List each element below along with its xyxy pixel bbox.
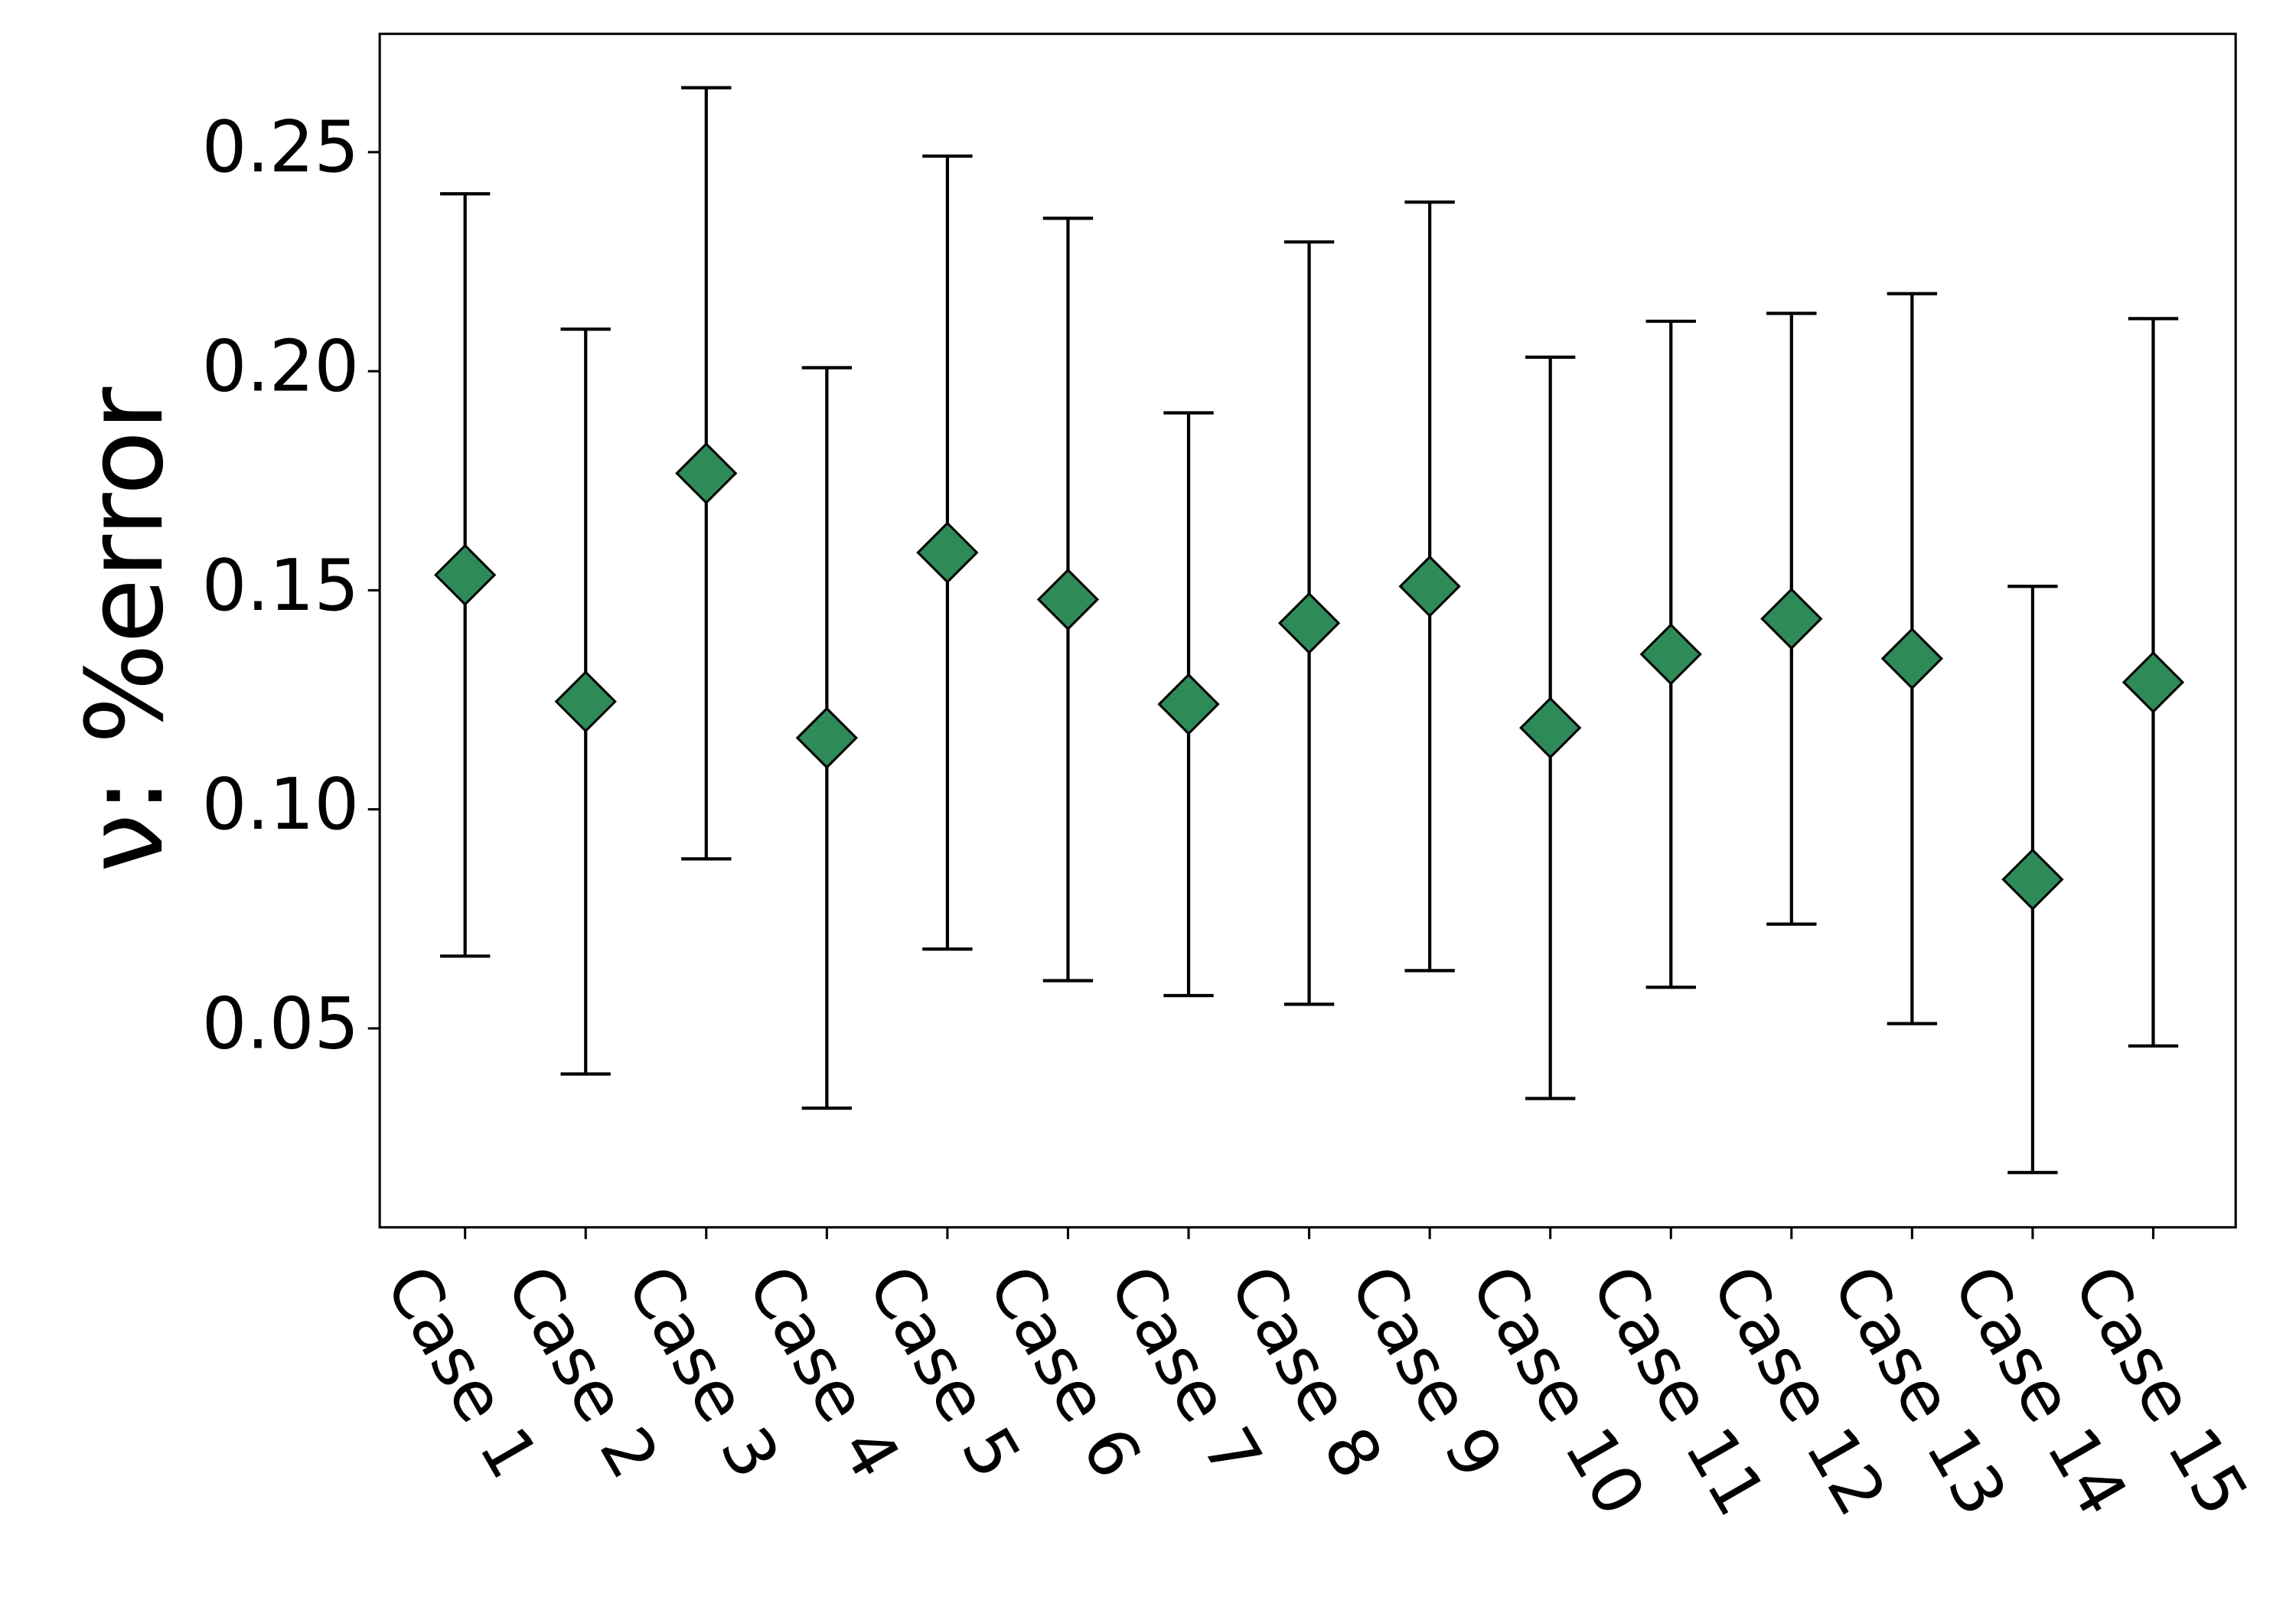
- marker: [1036, 568, 1100, 631]
- marker: [795, 706, 858, 769]
- marker: [675, 442, 738, 505]
- plot-frame: [378, 32, 2237, 1229]
- marker: [1880, 627, 1943, 690]
- y-tick-label: 0.10: [202, 763, 360, 846]
- marker: [1519, 696, 1582, 759]
- marker: [1398, 555, 1461, 618]
- marker: [916, 521, 979, 584]
- marker: [1277, 592, 1341, 654]
- y-tick-label: 0.25: [202, 106, 360, 188]
- y-tick-label: 0.05: [202, 982, 360, 1064]
- marker: [1157, 673, 1220, 735]
- marker: [2122, 650, 2185, 714]
- marker: [434, 543, 497, 606]
- marker: [2001, 848, 2064, 911]
- marker: [1760, 587, 1823, 650]
- marker: [554, 670, 617, 733]
- y-tick-label: 0.15: [202, 544, 360, 627]
- y-tick-label: 0.20: [202, 324, 360, 407]
- y-axis-label: ν: %error: [63, 387, 187, 873]
- marker: [1639, 623, 1702, 686]
